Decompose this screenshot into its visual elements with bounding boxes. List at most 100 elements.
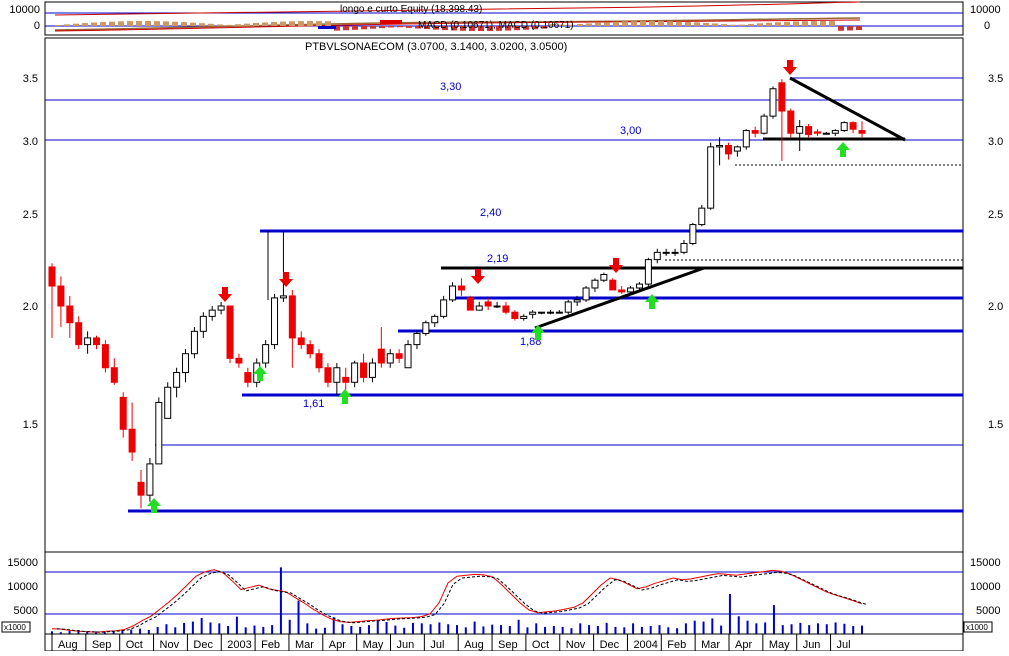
- volume-tick-left-5000: 5000: [14, 605, 38, 617]
- x-tick-label: Apr: [329, 639, 346, 651]
- candle-body: [360, 362, 368, 378]
- candle-body: [386, 353, 394, 364]
- candle-body: [48, 266, 56, 287]
- x-tick-label: Apr: [735, 639, 752, 651]
- candle: [778, 79, 786, 161]
- candle: [386, 349, 394, 368]
- macd-histogram-bar: [280, 21, 286, 26]
- buy-arrow-icon: [645, 294, 659, 309]
- x-tick-label: Nov: [566, 639, 586, 651]
- level-label-1.61: 1,61: [303, 398, 324, 410]
- candle: [618, 286, 626, 294]
- y-tick-right-1.5: 1.5: [988, 419, 1003, 431]
- candle-body: [627, 287, 635, 293]
- candle-body: [466, 297, 474, 311]
- candle-body: [555, 311, 563, 314]
- candle: [644, 257, 652, 287]
- candle-body: [858, 130, 866, 134]
- candle-body: [671, 251, 679, 254]
- macd-histogram-bar: [217, 24, 223, 26]
- candle: [368, 358, 376, 383]
- macd-histogram-bar: [793, 21, 799, 26]
- candle: [493, 301, 501, 309]
- macd-histogram-bar: [523, 26, 529, 30]
- macd-histogram-bar: [604, 22, 610, 26]
- trendline-resistance: [789, 76, 906, 142]
- candle-body: [805, 126, 813, 136]
- volume-multiplier-left: x1000: [4, 623, 26, 632]
- candle-body: [689, 224, 697, 244]
- macd-histogram-bar: [361, 26, 367, 30]
- x-tick-label: Sep: [498, 639, 518, 651]
- macd-histogram-bar: [730, 24, 736, 26]
- candle: [680, 239, 688, 255]
- macd-histogram-bar: [613, 21, 619, 26]
- x-tick-label: May: [769, 639, 790, 651]
- candle: [173, 367, 181, 398]
- x-tick-label: May: [363, 639, 384, 651]
- x-tick-label: 2004: [633, 639, 657, 651]
- candle: [520, 314, 528, 321]
- candle: [217, 301, 225, 315]
- macd-histogram-bar: [73, 23, 79, 26]
- macd-histogram-bar: [811, 21, 817, 26]
- candle-body: [208, 309, 216, 317]
- volume-tick-right-5000: 5000: [976, 605, 1000, 617]
- candle-body: [324, 367, 332, 383]
- candle-body: [137, 481, 145, 496]
- candle-body: [199, 315, 207, 332]
- macd-histogram-bar: [478, 26, 484, 31]
- candle-body: [146, 463, 154, 496]
- volume-panel: 15000 10000 5000 15000 10000 5000 x1000 …: [1, 551, 1001, 635]
- sell-arrow-icon: [783, 60, 797, 75]
- macd-label: MACD (0.10671), MACD (0.10671): [418, 20, 574, 31]
- candle: [110, 358, 118, 385]
- top-right-tick-0: 0: [984, 20, 990, 32]
- candle: [564, 299, 572, 315]
- candle: [573, 295, 581, 306]
- candle: [404, 340, 412, 369]
- candle-body: [573, 299, 581, 303]
- candle-body: [173, 372, 181, 388]
- macd-histogram-bar: [91, 22, 97, 26]
- candle: [653, 248, 661, 264]
- macd-histogram-bar: [244, 23, 250, 26]
- candle-body: [484, 301, 492, 307]
- candle: [546, 310, 554, 315]
- candle: [422, 320, 430, 336]
- candle-body: [680, 242, 688, 253]
- macd-histogram-bar: [136, 21, 142, 26]
- price-panel-frame: [44, 37, 964, 553]
- buy-arrow-icon: [147, 498, 161, 513]
- candle-body: [511, 311, 519, 319]
- candle: [342, 367, 350, 390]
- macd-histogram-bar: [352, 26, 358, 30]
- candle: [84, 331, 92, 354]
- macd-histogram-bar: [271, 21, 277, 26]
- macd-histogram-bar: [640, 21, 646, 26]
- macd-histogram-bar: [145, 21, 151, 26]
- buy-arrow-icon: [531, 325, 545, 340]
- candle-body: [413, 333, 421, 346]
- candle-body: [653, 251, 661, 261]
- x-tick-label: Jun: [803, 639, 821, 651]
- price-panel: PTBVLSONAECOM (3.0700, 3.1400, 3.0200, 3…: [23, 37, 1003, 553]
- candle-body: [279, 295, 287, 299]
- x-tick-label: Mar: [701, 639, 720, 651]
- macd-histogram-bar: [721, 24, 727, 26]
- candle: [137, 469, 145, 509]
- candle-body: [546, 311, 554, 314]
- candle-body: [582, 287, 590, 301]
- macd-histogram-bar: [325, 21, 331, 26]
- macd-histogram-bar: [532, 26, 538, 30]
- candle-body: [351, 362, 359, 383]
- candle: [182, 349, 190, 383]
- candle-body: [155, 402, 163, 465]
- level-label-3.30: 3,30: [440, 81, 461, 93]
- candle: [555, 310, 563, 314]
- candle-body: [271, 297, 279, 346]
- macd-histogram-bar: [694, 22, 700, 26]
- equity-label: longo e curto Equity (18,398.43): [340, 4, 482, 15]
- macd-histogram-bar: [784, 21, 790, 26]
- macd-histogram-bar: [181, 22, 187, 26]
